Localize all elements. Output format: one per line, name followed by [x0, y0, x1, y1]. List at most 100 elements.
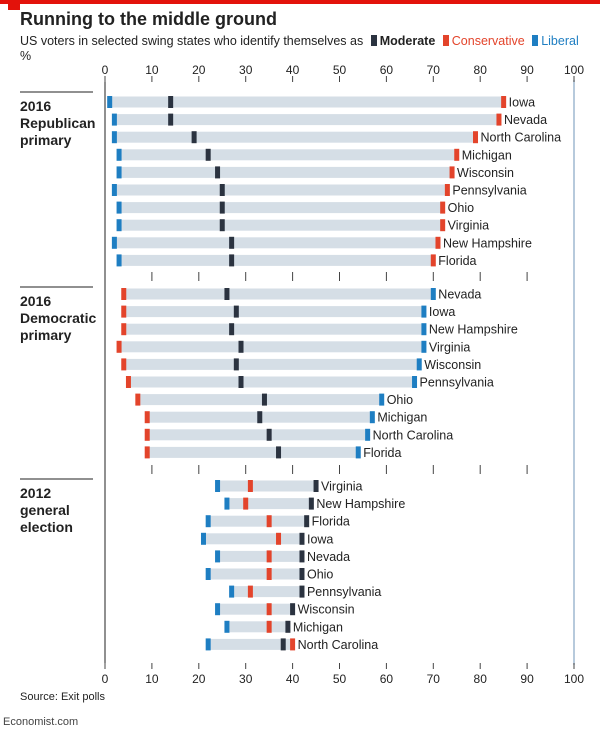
- marker-moderate: [205, 148, 211, 161]
- state-label: Virginia: [429, 340, 471, 354]
- range-bar: [147, 446, 359, 458]
- marker-conservative: [290, 638, 296, 651]
- x-tick-label-top: 50: [333, 63, 347, 77]
- marker-moderate: [215, 166, 221, 179]
- marker-conservative: [440, 219, 446, 232]
- x-tick-label-bottom: 10: [145, 672, 159, 686]
- top-accent-bar: [0, 0, 600, 4]
- legend-label-conservative: Conservative: [451, 34, 525, 48]
- range-bar: [119, 219, 443, 231]
- range-bar: [114, 114, 499, 126]
- marker-moderate: [266, 428, 272, 441]
- marker-moderate: [299, 568, 305, 580]
- marker-liberal: [412, 376, 418, 388]
- x-tick-label-bottom: 0: [102, 672, 109, 686]
- marker-moderate: [299, 532, 305, 545]
- marker-conservative: [501, 96, 507, 108]
- marker-liberal: [116, 201, 122, 214]
- x-tick-label-bottom: 50: [333, 672, 347, 686]
- range-bar: [203, 533, 302, 545]
- marker-liberal: [205, 568, 211, 580]
- state-label: Wisconsin: [424, 358, 481, 372]
- marker-liberal: [215, 603, 221, 616]
- marker-conservative: [144, 411, 150, 424]
- marker-liberal: [116, 254, 122, 267]
- marker-conservative: [449, 166, 455, 179]
- range-bar: [119, 202, 443, 214]
- marker-conservative: [454, 148, 460, 161]
- marker-liberal: [205, 515, 211, 528]
- marker-conservative: [266, 603, 272, 616]
- legend-swatch-liberal: [532, 35, 539, 46]
- marker-moderate: [219, 201, 225, 214]
- group-label-line: election: [20, 519, 73, 535]
- state-label: North Carolina: [481, 131, 562, 145]
- range-bar: [208, 515, 307, 527]
- range-bar: [208, 568, 302, 580]
- marker-conservative: [243, 497, 249, 510]
- range-bar: [226, 498, 312, 510]
- range-bar: [208, 638, 293, 650]
- marker-moderate: [261, 393, 267, 406]
- x-tick-label-bottom: 90: [520, 672, 534, 686]
- marker-moderate: [238, 376, 244, 388]
- x-tick-label-bottom: 80: [474, 672, 488, 686]
- marker-liberal: [421, 323, 427, 336]
- range-bar: [128, 376, 415, 388]
- marker-conservative: [266, 620, 272, 633]
- range-bar: [217, 480, 317, 492]
- marker-conservative: [144, 428, 150, 441]
- marker-moderate: [229, 254, 235, 267]
- marker-conservative: [444, 184, 450, 196]
- group-label-line: primary: [20, 132, 72, 148]
- marker-moderate: [219, 219, 225, 232]
- marker-conservative: [430, 254, 436, 267]
- x-tick-label-top: 70: [427, 63, 441, 77]
- marker-conservative: [440, 201, 446, 214]
- state-label: Iowa: [509, 96, 535, 110]
- group-label-line: 2012: [20, 485, 51, 501]
- marker-conservative: [125, 376, 131, 388]
- x-tick-label-top: 40: [286, 63, 300, 77]
- range-bar: [226, 621, 288, 633]
- marker-conservative: [266, 550, 272, 563]
- state-label: Iowa: [429, 305, 455, 319]
- state-label: Michigan: [377, 411, 427, 425]
- marker-moderate: [229, 323, 235, 336]
- state-label: Nevada: [504, 113, 547, 127]
- state-label: Virginia: [321, 480, 363, 494]
- state-label: New Hampshire: [443, 236, 532, 250]
- state-label: Michigan: [293, 620, 343, 634]
- state-label: Nevada: [438, 288, 481, 302]
- x-tick-label-top: 10: [145, 63, 159, 77]
- marker-liberal: [421, 340, 427, 353]
- marker-conservative: [135, 393, 141, 406]
- group-label-line: 2016: [20, 98, 51, 114]
- state-label: Florida: [312, 515, 350, 529]
- marker-liberal: [224, 620, 230, 633]
- marker-moderate: [168, 96, 174, 108]
- marker-moderate: [257, 411, 263, 424]
- x-tick-label-bottom: 100: [564, 672, 584, 686]
- marker-liberal: [205, 638, 211, 651]
- subtitle-text: US voters in selected swing states who i…: [20, 34, 364, 48]
- range-bar: [123, 323, 424, 335]
- marker-conservative: [116, 340, 122, 353]
- unit-label: %: [20, 49, 32, 63]
- brand-red-box: [8, 0, 20, 10]
- range-bar: [147, 429, 368, 441]
- legend-label-moderate: Moderate: [379, 34, 436, 48]
- marker-moderate: [219, 184, 225, 196]
- x-tick-label-bottom: 40: [286, 672, 300, 686]
- x-tick-label-top: 100: [564, 63, 584, 77]
- marker-liberal: [229, 585, 235, 598]
- brand-label: Economist.com: [3, 716, 79, 728]
- marker-moderate: [290, 603, 296, 616]
- x-tick-label-top: 80: [474, 63, 488, 77]
- marker-conservative: [121, 358, 127, 371]
- marker-conservative: [121, 305, 127, 318]
- marker-liberal: [416, 358, 422, 371]
- chart-subtitle: US voters in selected swing states who i…: [20, 34, 579, 48]
- legend-moderate: Moderate: [370, 34, 436, 48]
- state-label: Wisconsin: [298, 603, 355, 617]
